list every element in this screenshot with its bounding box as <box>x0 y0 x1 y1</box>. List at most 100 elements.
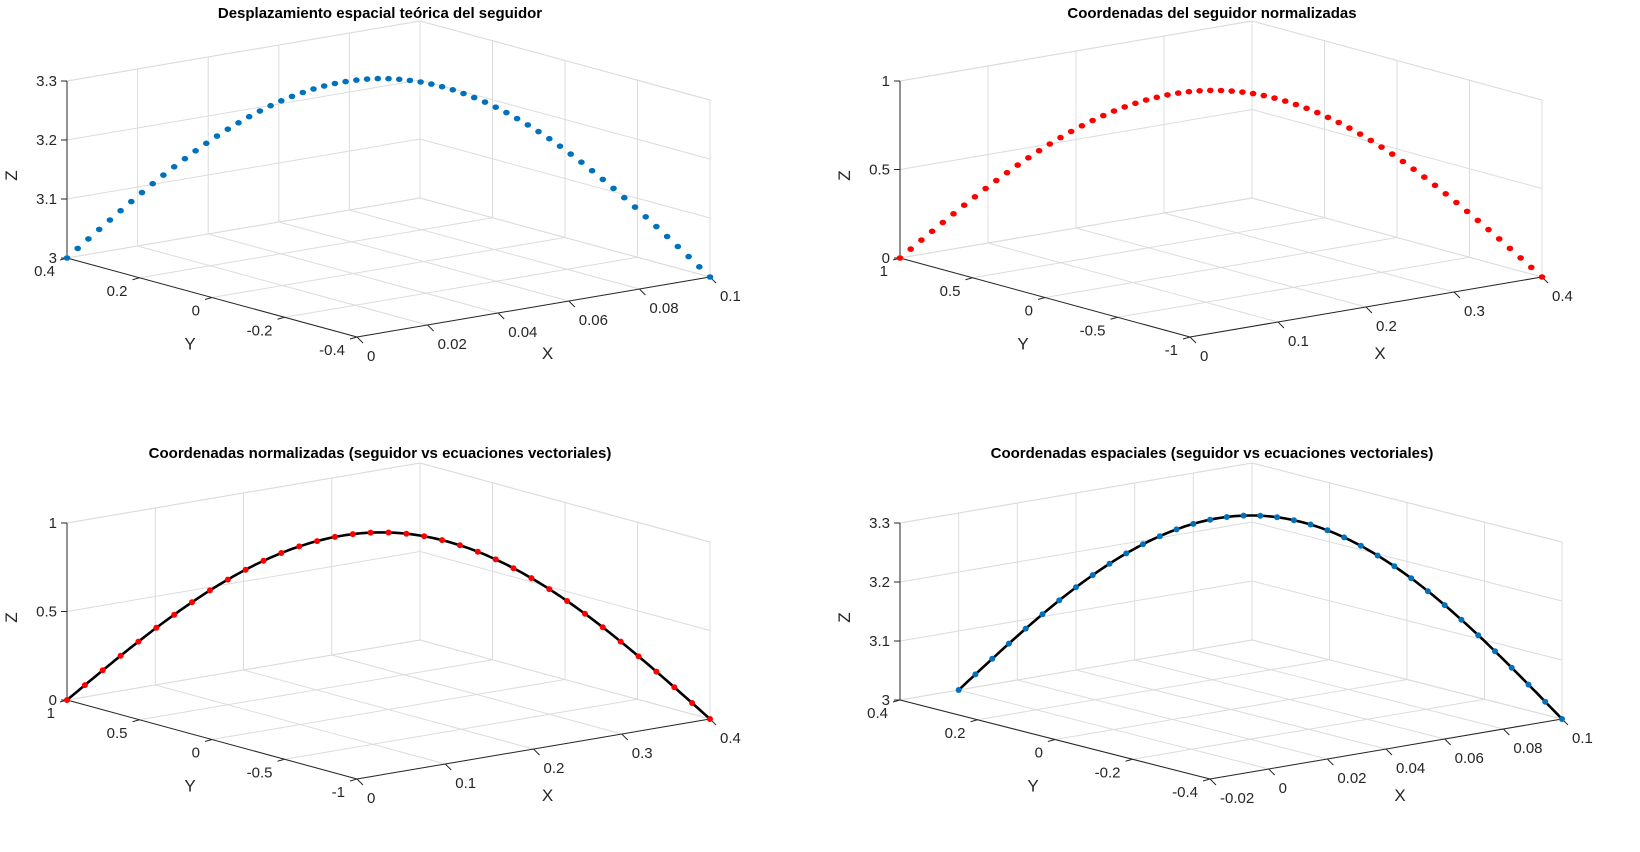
y-tick-label: -0.5 <box>247 764 273 781</box>
data-point <box>128 198 135 205</box>
grid-line <box>1117 256 1470 318</box>
data-point <box>1525 681 1532 688</box>
x-tick-label: 0.4 <box>1552 288 1573 305</box>
y-tick-label: -0.2 <box>1095 764 1121 781</box>
y-tick-mark <box>204 297 213 300</box>
grid-line <box>419 138 711 219</box>
y-tick-mark <box>1125 758 1133 762</box>
data-point <box>363 76 371 82</box>
grid-line <box>972 217 1325 279</box>
z-tick-label: 0.5 <box>869 162 890 179</box>
data-point <box>1492 648 1498 655</box>
y-tick-label: 0.5 <box>940 283 961 300</box>
data-point <box>299 89 307 96</box>
y-tick-mark <box>1182 336 1191 340</box>
data-point <box>1357 542 1364 549</box>
data-point <box>1517 255 1524 261</box>
data-point <box>117 652 124 659</box>
data-point <box>503 109 510 116</box>
data-point <box>170 164 178 170</box>
grid-line <box>899 109 1253 170</box>
data-point <box>310 86 317 92</box>
data-point <box>385 75 392 82</box>
data-point <box>256 108 264 114</box>
data-point <box>192 148 199 154</box>
data-point <box>1374 552 1381 559</box>
data-point <box>492 104 500 110</box>
x-tick-label: 0.3 <box>1464 303 1485 320</box>
data-point <box>631 204 639 210</box>
data-point <box>663 233 671 240</box>
data-point <box>1463 208 1471 215</box>
x-tick-label: 0.2 <box>1376 318 1397 335</box>
data-point <box>235 120 242 126</box>
box-edge <box>899 20 1543 277</box>
data-point <box>342 78 349 85</box>
data-point <box>707 716 713 722</box>
data-point <box>64 697 70 703</box>
data-point <box>421 533 428 540</box>
z-tick-label: 3 <box>882 692 890 709</box>
grid-line <box>211 237 566 298</box>
y-tick-label: 1 <box>880 263 888 280</box>
z-axis-label: Z <box>2 612 21 622</box>
chart-panel-2: Coordenadas del seguidor normalizadas 0 0.… <box>835 5 1573 365</box>
data-point <box>582 610 588 617</box>
x-tick-label: 0.1 <box>720 288 741 305</box>
data-point <box>1164 92 1171 98</box>
data-point <box>1388 151 1396 157</box>
data-point <box>1240 512 1247 519</box>
data-point <box>331 80 339 87</box>
grid-line <box>419 79 711 160</box>
y-tick-label: -0.5 <box>1080 322 1106 339</box>
data-point <box>939 219 947 226</box>
data-point <box>1410 166 1417 172</box>
data-point <box>331 533 338 540</box>
series-markers <box>63 75 714 280</box>
y-tick-label: 0 <box>1025 303 1033 320</box>
grid-line <box>66 551 421 612</box>
data-point <box>1324 114 1332 121</box>
y-tick-mark <box>1047 739 1056 742</box>
x-tick-label: 0.4 <box>720 730 741 747</box>
y-tick-label: 0 <box>1035 745 1043 762</box>
data-point <box>1292 101 1300 108</box>
data-point <box>1257 512 1264 519</box>
data-point <box>689 700 696 706</box>
grid-line <box>419 551 711 631</box>
data-point <box>685 253 692 260</box>
x-tick-label: 0 <box>1279 780 1287 797</box>
data-point <box>1190 520 1197 527</box>
data-point <box>1228 88 1235 94</box>
data-point <box>117 207 124 214</box>
data-point <box>1046 141 1054 147</box>
data-point <box>160 172 167 178</box>
data-point <box>1391 563 1398 570</box>
data-point <box>1485 226 1492 233</box>
x-tick-mark <box>1326 758 1334 766</box>
grid-line <box>899 580 1253 642</box>
data-point <box>1039 611 1046 618</box>
data-point <box>1399 158 1407 165</box>
data-point <box>524 122 532 128</box>
x-tick-mark <box>639 288 646 296</box>
data-point <box>1089 572 1096 579</box>
data-point <box>1474 217 1482 224</box>
x-tick-label: 0.02 <box>438 336 467 353</box>
data-point <box>1356 131 1364 137</box>
grid-line <box>139 217 493 279</box>
grid-line <box>419 197 711 278</box>
grid-line <box>1251 109 1543 189</box>
data-point <box>513 115 521 122</box>
data-point <box>1025 155 1032 161</box>
data-point <box>1307 521 1314 528</box>
y-tick-mark <box>132 719 140 723</box>
data-point <box>1239 89 1246 95</box>
data-point <box>138 189 146 196</box>
data-point <box>1100 112 1107 119</box>
data-point <box>1005 640 1012 647</box>
data-point <box>353 77 360 83</box>
z-tick-label: 3.1 <box>36 191 57 208</box>
data-point <box>267 102 274 109</box>
x-tick-label: 0.08 <box>1513 740 1542 757</box>
